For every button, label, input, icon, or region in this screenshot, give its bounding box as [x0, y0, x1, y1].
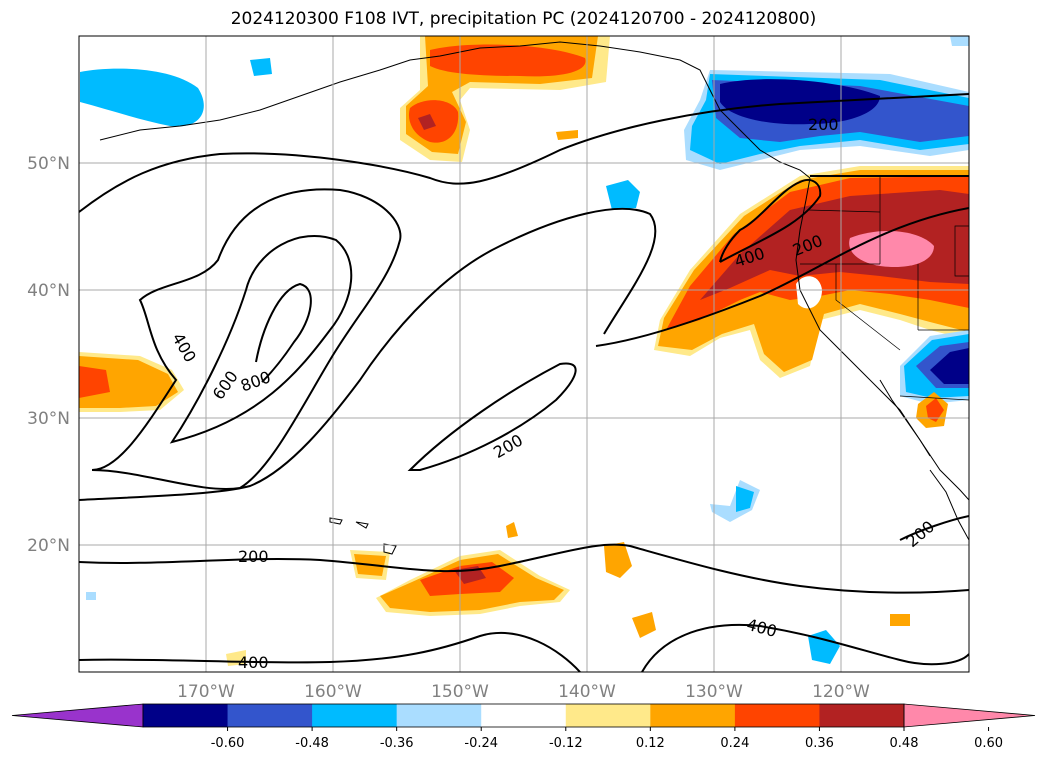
- contour-800: [255, 282, 312, 383]
- shade-orange-hi-6: [890, 614, 910, 626]
- shade-orange-hi-4: [506, 522, 518, 538]
- contour-600: [169, 235, 353, 444]
- lat-label-30: 30°N: [27, 409, 70, 429]
- lon-label-120w: 120°W: [812, 682, 870, 702]
- colorbar-tick-label: -0.24: [464, 736, 498, 751]
- colorbar-tick-label: -0.36: [380, 736, 414, 751]
- shade-blue-nw: [80, 68, 204, 127]
- colorbar-tick-label: 0.48: [890, 736, 919, 751]
- coastline-mexico: [929, 469, 969, 541]
- coastlines: [99, 41, 969, 555]
- contour-label-200-south: 200: [238, 547, 269, 566]
- shade-orange-hi-3: [604, 542, 632, 578]
- colorbar-tick-label: 0.36: [805, 736, 834, 751]
- contour-200-island: [407, 362, 577, 471]
- lon-label-130w: 130°W: [685, 682, 743, 702]
- shade-lightblue-small-2: [950, 36, 969, 46]
- contour-400-se: [641, 624, 969, 672]
- border-mt: [954, 225, 969, 277]
- shade-orange-hi-5: [632, 612, 656, 638]
- shade-navy-bc: [720, 79, 880, 125]
- contour-label-200-bc: 200: [808, 115, 839, 134]
- contour-400-s: [79, 631, 581, 672]
- map-plot-area: 600 800 400 200 200 400 200 200 200 400 …: [79, 36, 969, 672]
- border-us-mexico: [899, 395, 969, 401]
- coastline-hawaii-2: [355, 521, 369, 529]
- colorbar-cell: [396, 704, 482, 727]
- colorbar-cell: [143, 704, 229, 727]
- shade-navy-baja: [930, 348, 969, 384]
- lat-labels: 50°N 40°N 30°N 20°N: [27, 154, 70, 556]
- lon-label-150w: 150°W: [431, 682, 489, 702]
- colorbar-cell: [312, 704, 398, 727]
- border-wa-or: [807, 209, 881, 213]
- contour-200-w: [79, 93, 969, 213]
- colorbar-tick-label: 0.60: [974, 736, 1003, 751]
- coastline-west-us: [795, 177, 969, 501]
- lat-label-40: 40°N: [27, 281, 70, 301]
- shade-orange-w: [79, 356, 178, 408]
- lon-label-140w: 140°W: [558, 682, 616, 702]
- colorbar-cell: [565, 704, 651, 727]
- colorbar-cell: [650, 704, 736, 727]
- colorbar: -0.60 -0.48 -0.36 -0.24 -0.12 0.12 0.24 0.36 0.4…: [11, 703, 1036, 751]
- contour-400-ar: [719, 178, 822, 263]
- contour-400-large: [91, 188, 402, 490]
- contour-200-ar: [595, 207, 969, 347]
- colorbar-extend-left: [11, 703, 144, 728]
- shade-blue-hi-2: [736, 486, 754, 512]
- colorbar-frame: [142, 703, 905, 728]
- shade-blue-small-2: [606, 180, 640, 210]
- lon-label-160w: 160°W: [304, 682, 362, 702]
- colorbar-tick-label: -0.12: [549, 736, 583, 751]
- lon-labels: 170°W 160°W 150°W 140°W 130°W 120°W: [177, 682, 870, 702]
- colorbar-tick-label: -0.60: [211, 736, 245, 751]
- colorbar-cells: [143, 704, 905, 727]
- shade-orange-small: [556, 130, 578, 140]
- colorbar-cell: [819, 704, 905, 727]
- colorbar-tick-label: 0.12: [636, 736, 665, 751]
- shade-white-hole: [796, 276, 822, 309]
- lon-label-170w: 170°W: [177, 682, 235, 702]
- contour-label-400-s: 400: [238, 653, 269, 672]
- shade-darkred-ar: [700, 190, 969, 300]
- coastline-alaska: [99, 41, 811, 179]
- contour-200-se: [899, 515, 969, 541]
- lat-label-20: 20°N: [27, 536, 70, 556]
- gridlines: [79, 36, 969, 672]
- contour-200-south: [79, 543, 969, 594]
- colorbar-cell: [227, 704, 313, 727]
- lat-label-50: 50°N: [27, 154, 70, 174]
- colorbar-extend-right: [903, 703, 1036, 728]
- coastline-baja: [879, 379, 931, 457]
- shade-red-goa-1: [430, 44, 586, 77]
- shade-lightblue-small: [86, 592, 96, 600]
- colorbar-cell: [481, 704, 567, 727]
- shade-blue-small-1: [250, 58, 272, 76]
- ivt-contours: [79, 93, 969, 672]
- contour-200-s: [79, 207, 657, 501]
- shade-red-w: [79, 366, 110, 398]
- border-ca-nv: [835, 264, 901, 351]
- colorbar-ticks: -0.60 -0.48 -0.36 -0.24 -0.12 0.12 0.24 0.36 0.4…: [211, 727, 1003, 751]
- coastline-hawaii-1: [329, 517, 343, 525]
- map-frame: [78, 35, 970, 673]
- colorbar-tick-label: -0.48: [295, 736, 329, 751]
- map-title: 2024120300 F108 IVT, precipitation PC (2…: [230, 9, 817, 29]
- shade-red-baja: [926, 398, 944, 422]
- shade-darkred-goa: [418, 114, 436, 130]
- colorbar-cell: [734, 704, 820, 727]
- colorbar-tick-label: 0.24: [720, 736, 749, 751]
